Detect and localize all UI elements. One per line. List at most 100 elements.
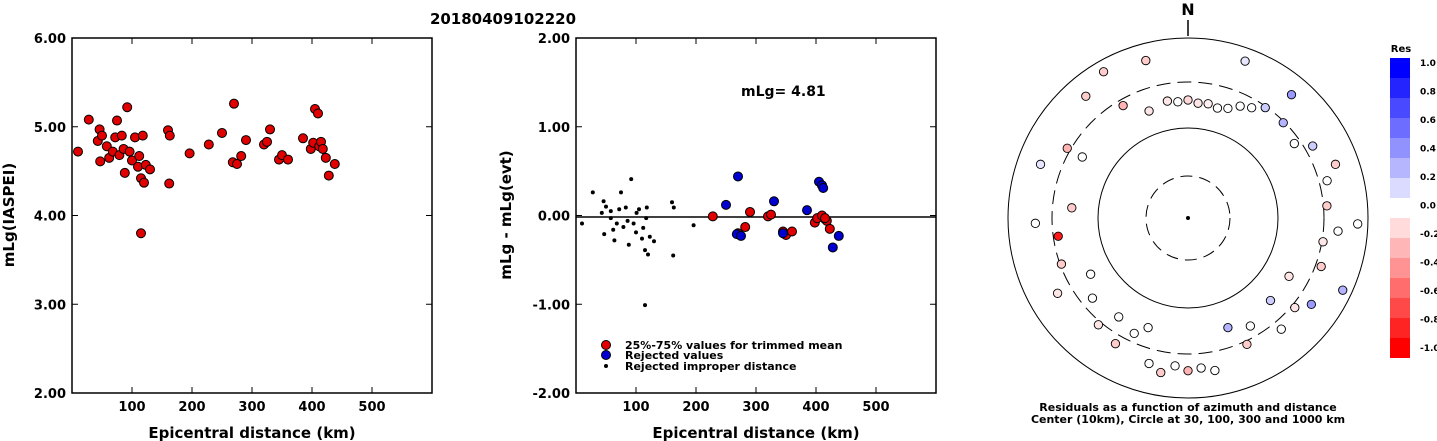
colorbar-block [1390,238,1410,258]
station-residual-point [1183,366,1193,376]
data-point [604,204,608,209]
station-residual-point [1141,55,1151,66]
station-residual-point [1067,203,1077,213]
data-point [164,130,175,141]
north-label: N [1181,0,1194,19]
colorbar-block [1390,278,1410,298]
station-residual-point [1081,91,1091,101]
data-point [137,130,148,141]
data-point [644,205,649,210]
station-residual-point [1030,218,1041,228]
station-residual-point [1056,259,1067,269]
data-point [721,199,731,210]
polar-caption-line1: Residuals as a function of azimuth and d… [1039,401,1336,414]
data-point [637,207,641,212]
data-point [145,164,155,175]
data-point [112,115,122,126]
data-point [241,135,251,146]
data-point [229,98,239,109]
station-residual-point [1246,103,1257,113]
data-point [127,155,137,166]
data-point [203,139,214,150]
range-circle-1000km [1007,37,1369,399]
data-point [236,151,247,162]
data-point [95,156,106,167]
y-tick-label: -2.00 [533,387,570,402]
data-point [122,102,133,113]
data-point [614,221,619,226]
panel2-x-axis-label: Epicentral distance (km) [652,424,859,441]
station-residual-point [1093,320,1104,330]
data-point [73,146,83,157]
data-point [134,151,145,162]
station-residual-point [1087,293,1098,303]
legend-label-trimmed: 25%-75% values for trimmed mean [625,339,842,352]
colorbar-tick-label: 0.8 [1420,88,1436,98]
data-point [83,114,94,125]
colorbar-tick-label: -0.4 [1420,259,1437,269]
legend-marker-trimmed [601,340,611,350]
data-point [580,221,584,226]
panel2-x-ticks: 100 200 300 400 500 [622,38,890,415]
y-tick-label: 2.00 [538,32,570,47]
station-residual-point [1129,328,1139,339]
x-tick-label: 500 [358,400,385,415]
data-point [626,242,631,247]
data-point [621,225,626,230]
data-point [97,130,107,141]
colorbar-tick-label: 0.0 [1420,202,1436,212]
panel1-x-axis-label: Epicentral distance (km) [148,424,355,441]
data-point [608,209,613,214]
data-point [619,190,623,195]
range-circle-30km [1145,175,1231,261]
x-tick-label: 500 [862,400,889,415]
x-tick-label: 300 [742,400,769,415]
colorbar-blocks [1390,58,1410,358]
range-circle-300km [1051,81,1325,355]
y-tick-label: 5.00 [34,121,66,136]
legend-label-rejected: Rejected values [625,349,724,362]
station-residual-point [1110,339,1121,349]
data-point [641,225,646,230]
data-point [733,171,743,182]
station-residual-point [1276,324,1286,334]
station-residual-point [1077,152,1087,162]
station-residual-point [1118,100,1128,111]
azimuth-residual-panel: N Residuals as a function of azimuth and… [1007,0,1369,426]
panel1-x-ticks: 100 200 300 400 500 [118,38,386,415]
colorbar-tick-label: -0.8 [1420,316,1437,326]
data-point [778,228,788,239]
colorbar-tick-label: 1.0 [1420,59,1436,69]
x-tick-label: 200 [682,400,709,415]
y-tick-label: 1.00 [538,121,570,136]
data-point [766,209,776,220]
panel2-legend: 25%-75% values for trimmed mean Rejected… [601,339,842,373]
colorbar-block [1390,118,1410,138]
data-point [313,108,323,119]
colorbar-block [1390,158,1410,178]
colorbar-tick-label: 0.6 [1420,116,1436,126]
data-point [647,234,652,239]
station-residual-point [1183,95,1193,105]
data-point [283,154,293,165]
station-residual-point [1035,159,1046,169]
data-point [833,230,844,241]
station-residual-point [1170,361,1180,371]
station-residual-point [1242,339,1252,350]
data-point [116,130,127,141]
panel1-points [73,98,340,239]
data-point [629,177,634,182]
station-residual-point [1223,322,1233,333]
station-residual-point [1316,261,1326,272]
colorbar-labels: 1.0 0.8 0.6 0.4 0.2 0.0 -0.2 -0.4 -0.6 -0.8 -1.0 [1420,59,1437,354]
colorbar-tick-label: 0.2 [1420,173,1436,183]
colorbar-block [1390,338,1410,358]
colorbar-block [1390,258,1410,278]
colorbar-tick-label: 0.4 [1420,145,1436,155]
data-point [644,216,649,221]
station-residual-point [1308,141,1318,151]
station-residual-point [1240,56,1250,66]
y-tick-label: 6.00 [34,32,66,47]
data-point [691,223,696,228]
